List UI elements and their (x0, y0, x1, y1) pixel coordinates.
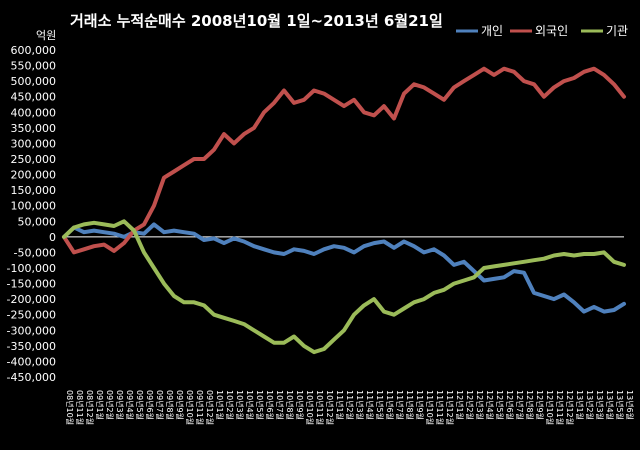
series-line-2 (62, 219, 626, 355)
x-tick-label: 11년6월 (385, 390, 395, 420)
x-tick-label: 13년6월 (625, 390, 635, 420)
x-tick-label: 11년11월 (435, 390, 445, 425)
y-tick-label: 500,000 (11, 75, 57, 88)
y-tick-label: -350,000 (7, 340, 56, 353)
x-tick-label: 13년5월 (615, 390, 625, 420)
y-tick-label: 300,000 (11, 137, 57, 150)
y-tick-label: 400,000 (11, 106, 57, 119)
x-tick-label: 13년1월 (575, 390, 585, 420)
x-tick-label: 10년3월 (235, 390, 245, 420)
y-tick-label: 550,000 (11, 60, 57, 73)
x-tick-label: 11년3월 (355, 390, 365, 420)
x-tick-label: 10년2월 (225, 390, 235, 420)
x-tick-label: 09년11월 (195, 390, 205, 425)
x-tick-label: 12년5월 (495, 390, 505, 420)
x-tick-label: 08년12월 (85, 390, 95, 425)
y-unit-label: 억원 (36, 29, 56, 42)
x-tick-label: 09년10월 (185, 390, 195, 425)
x-tick-label: 10년4월 (245, 390, 255, 420)
x-tick-label: 09년1월 (95, 390, 105, 420)
x-tick-label: 12년12월 (565, 390, 575, 425)
x-tick-label: 09년5월 (135, 390, 145, 420)
x-tick-label: 09년2월 (105, 390, 115, 420)
x-tick-label: 11년4월 (365, 390, 375, 420)
x-tick-label: 09년4월 (125, 390, 135, 420)
x-tick-label: 12년4월 (485, 390, 495, 420)
x-tick-label: 10년11월 (315, 390, 325, 425)
y-tick-label: -250,000 (7, 309, 56, 322)
y-tick-label: 250,000 (11, 153, 57, 166)
x-tick-label: 10년5월 (255, 390, 265, 420)
x-tick-label: 12년2월 (465, 390, 475, 420)
x-tick-label: 11년2월 (345, 390, 355, 420)
x-tick-label: 10년10월 (305, 390, 315, 425)
x-tick-label: 11년10월 (425, 390, 435, 425)
y-tick-label: -300,000 (7, 324, 56, 337)
x-tick-label: 12년10월 (545, 390, 555, 425)
x-tick-label: 12년11월 (555, 390, 565, 425)
x-tick-label: 09년12월 (205, 390, 215, 425)
x-tick-label: 12년3월 (475, 390, 485, 420)
x-tick-label: 11년1월 (335, 390, 345, 420)
y-tick-label: -200,000 (7, 293, 56, 306)
x-tick-label: 10년1월 (215, 390, 225, 420)
x-tick-label: 09년9월 (175, 390, 185, 420)
x-tick-label: 12년7월 (515, 390, 525, 420)
x-tick-label: 11년5월 (375, 390, 385, 420)
y-tick-label: 100,000 (11, 200, 57, 213)
x-tick-label: 08년10월 (65, 390, 75, 425)
x-tick-label: 09년3월 (115, 390, 125, 420)
legend-label: 개인 (481, 24, 503, 38)
x-tick-label: 11년12월 (445, 390, 455, 425)
y-tick-label: -100,000 (7, 262, 56, 275)
y-tick-label: -150,000 (7, 278, 56, 291)
legend-label: 기관 (606, 24, 628, 38)
x-tick-label: 13년2월 (585, 390, 595, 420)
x-tick-label: 12년1월 (455, 390, 465, 420)
x-tick-label: 10년12월 (325, 390, 335, 425)
y-tick-label: 600,000 (11, 44, 57, 57)
y-tick-label: 350,000 (11, 122, 57, 135)
x-tick-label: 12년8월 (525, 390, 535, 420)
y-tick-label: 50,000 (18, 215, 57, 228)
y-tick-label: 200,000 (11, 169, 57, 182)
y-tick-label: 150,000 (11, 184, 57, 197)
chart-title: 거래소 누적순매수 2008년10월 1일~2013년 6월21일 (70, 12, 443, 30)
x-tick-label: 13년3월 (595, 390, 605, 420)
x-tick-label: 09년6월 (145, 390, 155, 420)
series-line-0 (62, 222, 626, 314)
series-line-1 (62, 66, 626, 255)
y-tick-label: -400,000 (7, 355, 56, 368)
x-tick-label: 08년11월 (75, 390, 85, 425)
x-tick-label: 10년6월 (265, 390, 275, 420)
x-tick-label: 11년7월 (395, 390, 405, 420)
x-tick-label: 11년9월 (415, 390, 425, 420)
x-tick-label: 12년6월 (505, 390, 515, 420)
x-tick-label: 09년8월 (165, 390, 175, 420)
x-tick-label: 10년9월 (295, 390, 305, 420)
y-tick-label: 450,000 (11, 91, 57, 104)
y-tick-label: -450,000 (7, 371, 56, 384)
legend-label: 외국인 (535, 24, 568, 38)
x-tick-label: 09년7월 (155, 390, 165, 420)
x-tick-label: 10년8월 (285, 390, 295, 420)
x-tick-label: 10년7월 (275, 390, 285, 420)
x-tick-label: 12년9월 (535, 390, 545, 420)
y-tick-label: 0 (49, 231, 56, 244)
x-tick-label: 13년4월 (605, 390, 615, 420)
y-tick-label: -50,000 (14, 246, 56, 259)
x-tick-label: 11년8월 (405, 390, 415, 420)
